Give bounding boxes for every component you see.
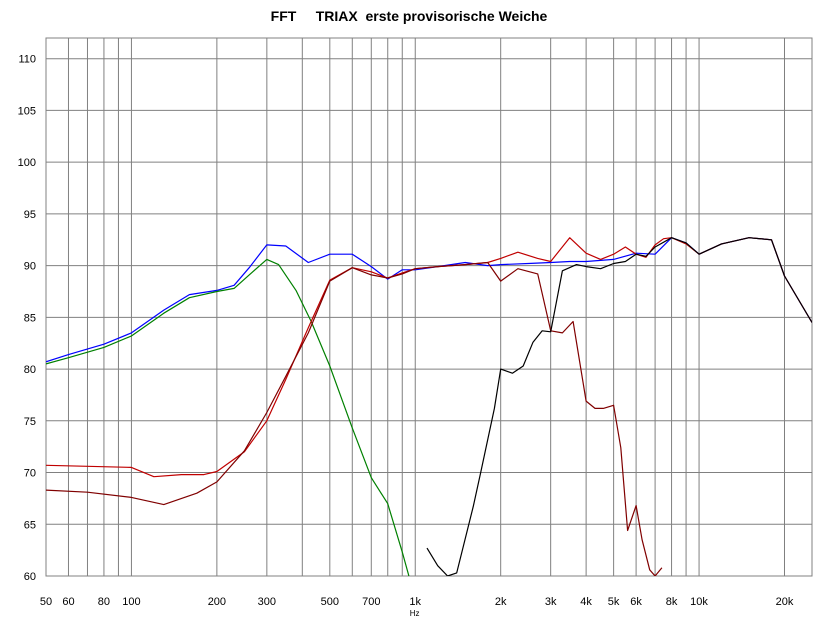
x-tick-label: 700 [362,596,380,608]
x-tick-label: 50 [40,596,52,608]
x-tick-label: 8k [666,596,678,608]
y-tick-label: 90 [24,261,36,273]
series-line-4 [46,261,663,576]
y-tick-label: 105 [18,105,36,117]
x-tick-label: 20k [776,596,794,608]
x-tick-label: 60 [62,596,74,608]
x-axis-label: Hz [410,609,420,618]
series-line-2 [46,258,410,576]
x-tick-label: 100 [122,596,140,608]
x-tick-label: 4k [580,596,592,608]
y-tick-label: 70 [24,468,36,480]
x-tick-label: 5k [608,596,620,608]
series-line-5 [426,237,812,576]
y-tick-label: 85 [24,312,36,324]
x-tick-label: 1k [409,596,421,608]
plot-frame [45,37,813,577]
x-tick-label: 2k [495,596,507,608]
y-tick-label: 75 [24,416,36,428]
y-tick-label: 80 [24,364,36,376]
y-tick-label: 95 [24,209,36,221]
x-tick-label: 300 [258,596,276,608]
y-tick-label: 65 [24,519,36,531]
y-tick-label: 100 [18,157,36,169]
y-tick-label: 110 [18,54,36,66]
y-tick-label: 60 [24,571,36,583]
x-tick-label: 500 [321,596,339,608]
x-tick-label: 80 [98,596,110,608]
chart-title: FFT TRIAX erste provisorische Weiche [270,8,548,24]
x-tick-label: 3k [545,596,557,608]
x-tick-label: 200 [208,596,226,608]
x-tick-label: 10k [690,596,708,608]
x-tick-label: 6k [630,596,642,608]
